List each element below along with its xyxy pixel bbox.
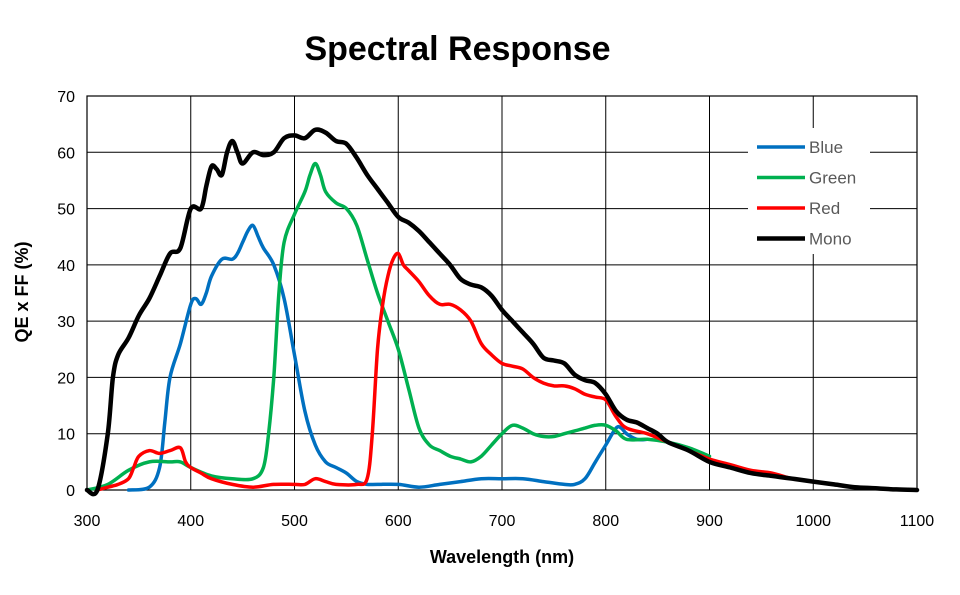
chart-title: Spectral Response [304,30,611,68]
plot-border [86,95,918,491]
y-tick-label: 60 [57,145,75,162]
series-lines [84,127,920,497]
x-tick-label: 800 [592,513,619,530]
legend: Blue Green Red Mono [748,128,870,254]
y-tick-label: 20 [57,370,75,387]
legend-label-mono: Mono [809,230,852,249]
grid [86,95,918,491]
x-axis-label: Wavelength (nm) [430,547,574,567]
series-line-green [85,161,712,492]
legend-label-blue: Blue [809,138,843,157]
x-tick-label: 1000 [795,513,831,530]
legend-background [748,128,870,254]
x-tick-label: 1100 [900,513,935,530]
series-line-red [95,251,836,492]
x-tick-labels: 300 400 500 600 700 800 900 1000 1100 [74,513,935,530]
y-tick-labels: 0 10 20 30 40 50 60 70 [57,89,75,500]
series-line-blue [126,223,650,492]
y-tick-label: 0 [66,483,75,500]
y-axis-label: QE x FF (%) [12,241,32,342]
x-tick-label: 500 [281,513,308,530]
series-line-mono [84,127,920,497]
y-tick-label: 50 [57,202,75,219]
legend-label-red: Red [809,199,840,218]
legend-label-green: Green [809,169,856,188]
x-tick-label: 400 [177,513,204,530]
y-tick-label: 10 [57,427,75,444]
y-tick-label: 30 [57,314,75,331]
x-tick-label: 700 [489,513,516,530]
x-tick-label: 900 [696,513,723,530]
x-tick-label: 600 [385,513,412,530]
y-tick-label: 40 [57,258,75,275]
x-tick-label: 300 [74,513,101,530]
y-tick-label: 70 [57,89,75,106]
